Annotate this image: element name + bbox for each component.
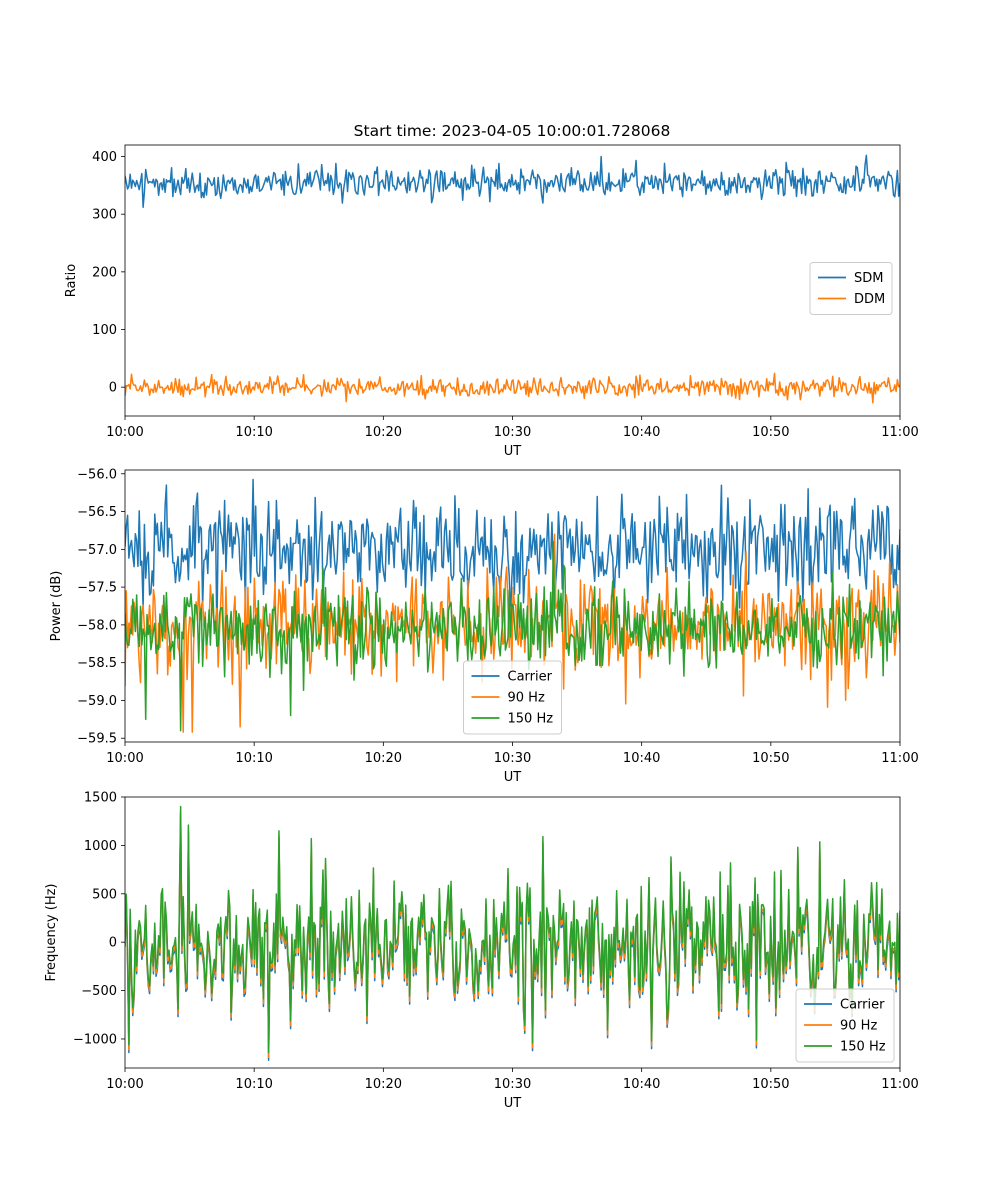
series-lines: [125, 154, 900, 404]
x-tick-label: 10:50: [752, 751, 789, 766]
legend: Carrier 90 Hz 150 Hz: [463, 660, 562, 735]
legend-label: 90 Hz: [508, 691, 545, 706]
y-tick-label: −56.5: [77, 505, 117, 520]
y-tick-label: 0: [109, 936, 117, 951]
y-tick-label: −500: [81, 984, 117, 999]
x-tick-label: 10:10: [235, 751, 272, 766]
series-lines: [125, 478, 900, 733]
x-axis-label: UT: [504, 1096, 522, 1111]
series-line-ddm: [125, 372, 900, 404]
legend-box: [795, 988, 895, 1063]
x-tick-label: 10:40: [623, 1077, 660, 1092]
x-tick-label: 10:50: [752, 425, 789, 440]
panel-3: 10:00 10:10 10:20 10:30 10:40 10:50 11:00 −1000…: [44, 791, 919, 1112]
y-tick-label: 1000: [84, 839, 117, 854]
x-tick-label: 10:20: [365, 751, 402, 766]
y-axis-label: Power (dB): [49, 571, 64, 642]
x-tick-label: 10:40: [623, 425, 660, 440]
y-tick-label: −59.5: [77, 732, 117, 747]
legend: SDM DDM: [809, 262, 893, 315]
y-axis-label: Ratio: [64, 264, 79, 297]
legend: Carrier 90 Hz 150 Hz: [795, 988, 895, 1063]
series-line-carrier: [125, 478, 900, 639]
legend-box: [463, 660, 562, 735]
y-tick-label: −59.0: [77, 694, 117, 709]
series-line-sdm: [125, 154, 900, 209]
x-tick-label: 10:30: [494, 425, 531, 440]
legend-label: 150 Hz: [508, 712, 554, 727]
x-tick-label: 10:30: [494, 1077, 531, 1092]
axes-frame: [124, 796, 901, 1069]
y-tick-label: −1000: [73, 1032, 117, 1047]
legend-label: DDM: [854, 292, 885, 307]
x-tick-label: 10:20: [365, 1077, 402, 1092]
y-tick-label: −57.0: [77, 543, 117, 558]
legend-label: SDM: [854, 271, 883, 286]
series-line-150-hz: [125, 805, 900, 1054]
x-tick-label: 10:00: [106, 1077, 143, 1092]
y-axis-label: Frequency (Hz): [44, 883, 59, 981]
x-tick-label: 10:50: [752, 1077, 789, 1092]
x-tick-label: 11:00: [881, 751, 918, 766]
series-line-carrier: [125, 813, 900, 1062]
legend-label: Carrier: [508, 670, 553, 685]
legend-label: 90 Hz: [840, 1019, 877, 1034]
y-tick-label: −58.5: [77, 656, 117, 671]
x-tick-label: 10:10: [235, 1077, 272, 1092]
y-tick-label: −58.0: [77, 618, 117, 633]
x-tick-label: 11:00: [881, 1077, 918, 1092]
y-tick-label: 300: [92, 208, 117, 223]
y-tick-label: −56.0: [77, 467, 117, 482]
series-lines: [125, 805, 900, 1062]
x-tick-label: 11:00: [881, 425, 918, 440]
y-tick-label: 400: [92, 150, 117, 165]
x-axis-label: UT: [504, 444, 522, 459]
x-tick-label: 10:30: [494, 751, 531, 766]
legend-box: [809, 262, 893, 315]
y-tick-label: 500: [92, 887, 117, 902]
x-tick-label: 10:20: [365, 425, 402, 440]
y-tick-label: 0: [109, 381, 117, 396]
x-tick-label: 10:00: [106, 425, 143, 440]
legend-label: 150 Hz: [840, 1040, 886, 1055]
x-axis-label: UT: [504, 770, 522, 785]
y-tick-label: −57.5: [77, 581, 117, 596]
chart-title: Start time: 2023-04-05 10:00:01.728068: [354, 122, 671, 140]
panel-1: 10:00 10:10 10:20 10:30 10:40 10:50 11:00 0 100 2…: [64, 144, 919, 459]
series-line-90-hz: [125, 810, 900, 1059]
series-line-150-hz: [125, 541, 900, 732]
x-tick-label: 10:00: [106, 751, 143, 766]
legend-label: Carrier: [840, 998, 885, 1013]
y-tick-label: 100: [92, 323, 117, 338]
x-tick-label: 10:10: [235, 425, 272, 440]
panel-2: 10:00 10:10 10:20 10:30 10:40 10:50 11:00 −59.5…: [49, 467, 919, 785]
x-tick-label: 10:40: [623, 751, 660, 766]
y-tick-label: 1500: [84, 791, 117, 806]
y-tick-label: 200: [92, 265, 117, 280]
